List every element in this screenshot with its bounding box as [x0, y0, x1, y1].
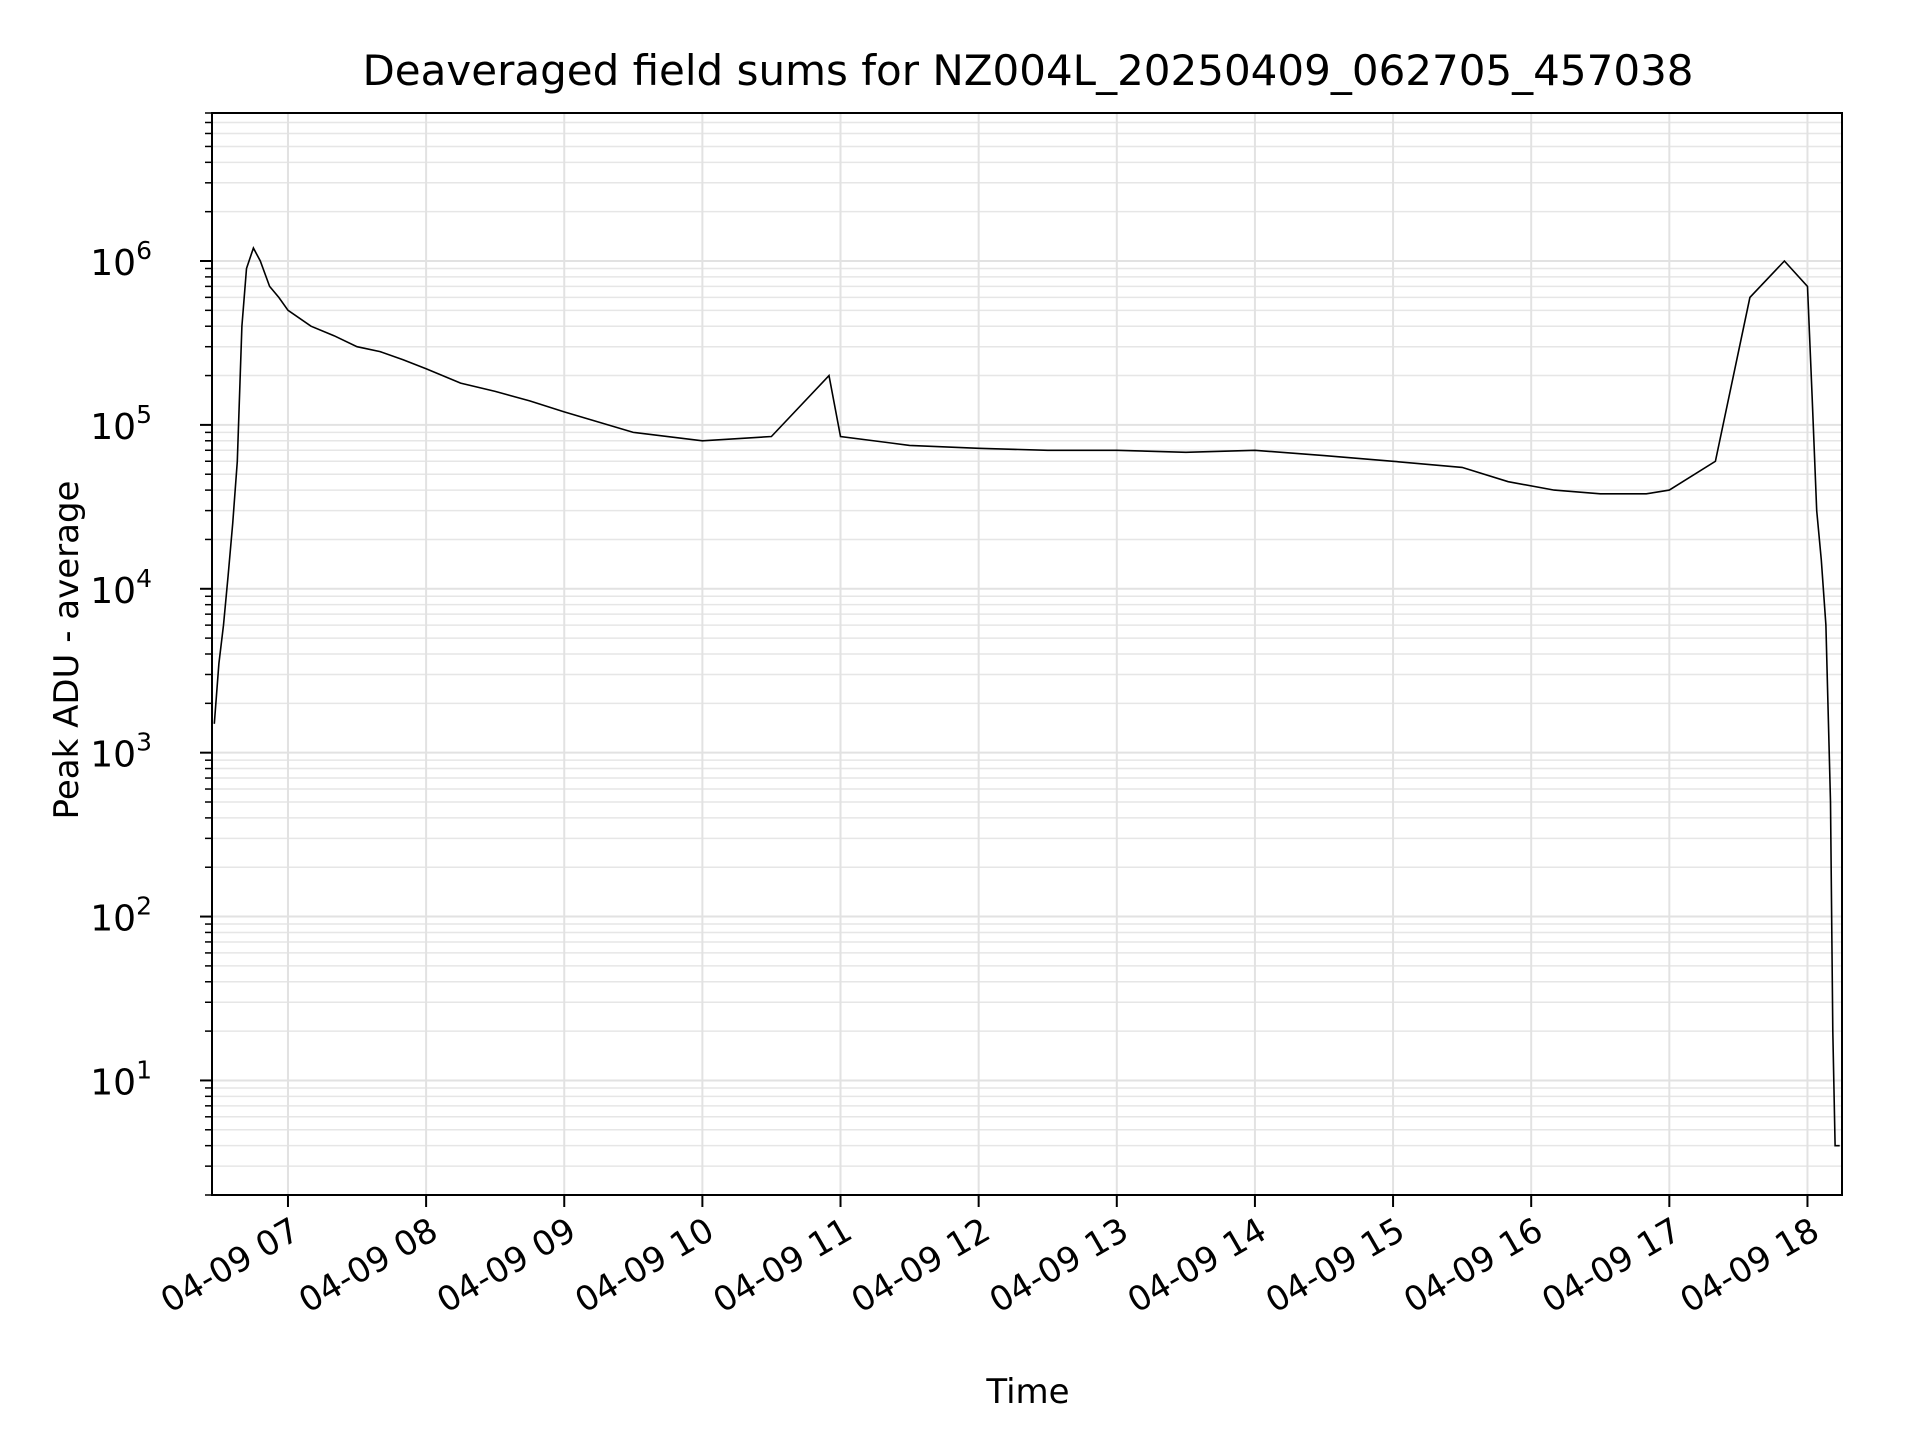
y-tick-label: 106 — [90, 236, 152, 284]
y-tick-label: 101 — [90, 1055, 152, 1103]
y-tick-label: 103 — [90, 728, 152, 776]
x-axis-label: Time — [985, 1372, 1069, 1412]
y-axis: 101 102 103 104 105 106 — [90, 112, 212, 1196]
series-line — [213, 245, 1840, 1147]
chart-title: Deaveraged field sums for NZ004L_2025040… — [362, 46, 1693, 95]
minor-gridlines — [212, 112, 1842, 1196]
y-tick-label: 104 — [90, 564, 152, 612]
y-tick-label: 102 — [90, 892, 152, 940]
y-tick-label: 105 — [90, 400, 152, 448]
major-gridlines — [212, 113, 1842, 1195]
y-axis-label: Peak ADU - average — [47, 481, 87, 820]
plot-series — [213, 245, 1840, 1147]
